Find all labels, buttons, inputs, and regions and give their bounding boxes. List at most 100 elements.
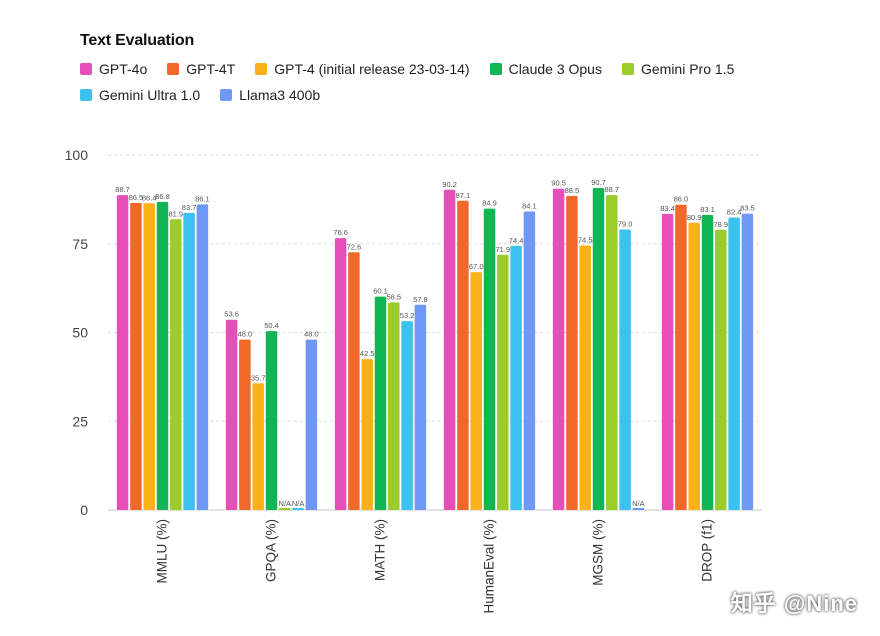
data-label: 83.4 xyxy=(660,204,675,213)
bar-na xyxy=(292,508,304,510)
bar xyxy=(606,195,618,511)
legend-item: GPT-4o xyxy=(80,60,147,78)
bar xyxy=(728,217,740,511)
bar xyxy=(443,189,456,511)
data-label: 48.0 xyxy=(238,330,253,339)
x-tick-label: MMLU (%) xyxy=(155,519,170,584)
data-label: 79.0 xyxy=(618,220,633,229)
data-label: 71.9 xyxy=(495,245,510,254)
data-label: 87.1 xyxy=(456,191,471,200)
data-label: 84.9 xyxy=(482,199,497,208)
legend-swatch xyxy=(621,63,634,75)
legend-swatch xyxy=(80,89,92,101)
x-tick-label: GPQA (%) xyxy=(264,519,279,582)
bar xyxy=(183,212,195,511)
data-label: 88.7 xyxy=(604,185,619,194)
data-label: 86.4 xyxy=(142,193,157,202)
bar xyxy=(170,219,182,510)
bar xyxy=(130,202,142,511)
bar-na xyxy=(279,508,291,510)
legend-swatch xyxy=(255,63,268,75)
data-label: 90.2 xyxy=(442,180,457,189)
data-label: N/A xyxy=(292,499,305,508)
data-label: N/A xyxy=(632,499,645,508)
x-tick-label: DROP (f1) xyxy=(700,519,715,582)
legend-label: GPT-4 (initial release 23-03-14) xyxy=(274,61,470,77)
bar xyxy=(661,213,674,510)
data-label: 53.6 xyxy=(224,310,239,319)
legend-swatch xyxy=(220,89,233,101)
bar xyxy=(688,222,700,510)
data-label: 48.0 xyxy=(304,330,319,339)
data-label: 72.6 xyxy=(347,242,362,251)
legend-label: GPT-4T xyxy=(186,61,236,77)
legend-label: Gemini Ultra 1.0 xyxy=(99,87,201,103)
bars xyxy=(116,188,754,511)
bar xyxy=(252,383,264,510)
bar xyxy=(741,213,754,510)
legend-label: Claude 3 Opus xyxy=(508,61,602,77)
data-label: 84.1 xyxy=(522,201,537,210)
data-label: 83.5 xyxy=(740,204,755,213)
bar xyxy=(552,188,565,510)
bar xyxy=(523,211,536,510)
bar xyxy=(265,331,278,510)
bar xyxy=(592,188,605,510)
gridlines xyxy=(108,154,762,511)
legend-item: GPT-4T xyxy=(167,60,235,78)
data-label: 74.4 xyxy=(509,236,524,245)
bar xyxy=(457,200,469,511)
y-tick-label: 75 xyxy=(72,236,88,252)
bar xyxy=(401,321,413,510)
data-label: 35.7 xyxy=(251,373,266,382)
legend-swatch xyxy=(489,63,502,75)
legend-item: GPT-4 (initial release 23-03-14) xyxy=(255,60,470,78)
data-label: 83.1 xyxy=(700,205,715,214)
bar xyxy=(348,252,360,510)
data-label: 86.8 xyxy=(155,192,170,201)
bar xyxy=(388,302,400,510)
y-tick-label: 25 xyxy=(72,413,88,429)
legend-swatch xyxy=(80,63,92,75)
bar xyxy=(116,195,129,511)
bar xyxy=(483,208,496,511)
data-label: 82.4 xyxy=(727,207,742,216)
data-label: 81.9 xyxy=(168,209,183,218)
data-label: 58.5 xyxy=(386,292,401,301)
x-tick-label: MGSM (%) xyxy=(591,519,606,586)
data-label: 86.5 xyxy=(129,193,144,202)
bar xyxy=(619,229,631,511)
bar xyxy=(470,272,482,510)
legend-label: Gemini Pro 1.5 xyxy=(640,61,735,77)
data-label: 67.0 xyxy=(469,262,484,271)
data-label: 86.0 xyxy=(674,195,689,204)
x-axis: MMLU (%) GPQA (%) MATH (%) HumanEval (%) MGS… xyxy=(155,519,715,614)
y-tick-label: 0 xyxy=(80,502,88,518)
bar xyxy=(334,238,347,510)
chart-title: Text Evaluation xyxy=(80,32,195,49)
bar xyxy=(156,201,169,511)
data-label: 90.5 xyxy=(551,179,566,188)
data-label: 57.8 xyxy=(413,295,428,304)
watermark: 知乎 @Nine xyxy=(730,591,858,616)
bar xyxy=(510,245,522,510)
data-label: 53.2 xyxy=(400,311,415,320)
legend-swatch xyxy=(167,63,180,75)
bar-na xyxy=(632,508,645,510)
legend-item: Gemini Pro 1.5 xyxy=(621,60,735,78)
x-tick-label: HumanEval (%) xyxy=(482,519,497,614)
value-labels: 88.786.586.486.881.983.786.153.648.035.7… xyxy=(115,178,754,508)
legend-label: GPT-4o xyxy=(99,61,148,77)
bar xyxy=(361,359,373,510)
data-label: 86.1 xyxy=(195,194,210,203)
data-label: N/A xyxy=(279,499,292,508)
data-label: 60.1 xyxy=(373,287,388,296)
bar xyxy=(374,296,387,510)
bar xyxy=(701,214,714,510)
data-label: 88.7 xyxy=(115,185,130,194)
legend: GPT-4o GPT-4T GPT-4 (initial release 23-03… xyxy=(80,60,800,104)
y-tick-label: 50 xyxy=(72,325,88,341)
legend-item: Claude 3 Opus xyxy=(489,60,602,78)
bar xyxy=(414,304,427,510)
